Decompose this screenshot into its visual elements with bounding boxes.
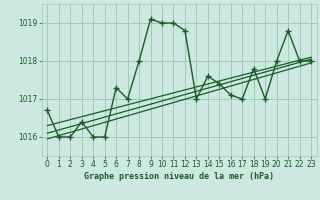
X-axis label: Graphe pression niveau de la mer (hPa): Graphe pression niveau de la mer (hPa) (84, 172, 274, 181)
